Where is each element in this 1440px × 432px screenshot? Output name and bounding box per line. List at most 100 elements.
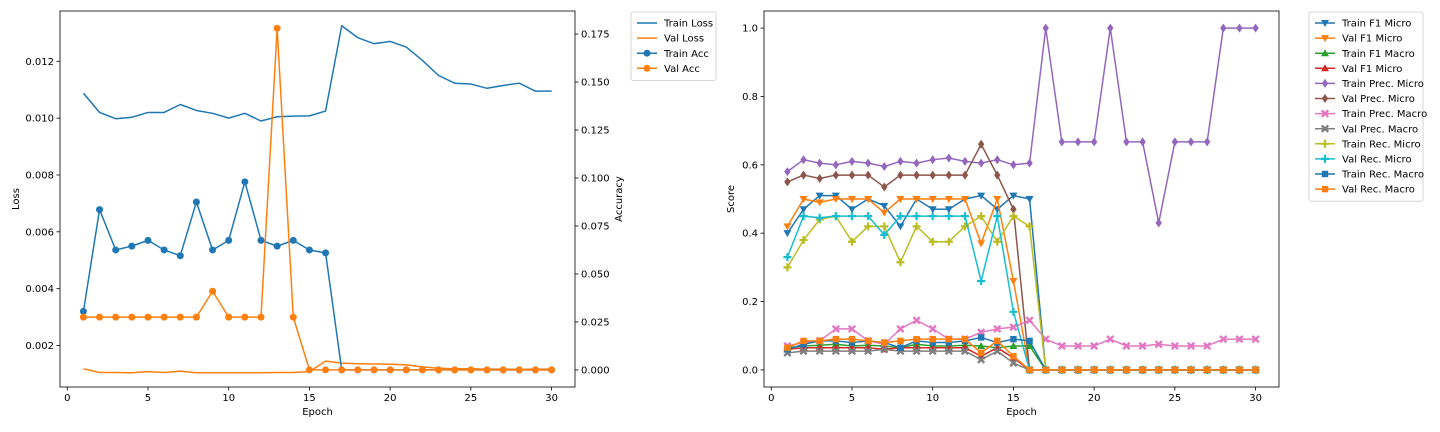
data-point (864, 212, 873, 221)
data-point (896, 258, 905, 267)
legend: Train F1 Micro Val F1 Micro Train F1 Macro… (1308, 11, 1427, 202)
data-point (1203, 137, 1211, 147)
legend-item: Val F1 Micro (1315, 64, 1402, 75)
data-point (944, 212, 953, 221)
data-point (864, 222, 873, 231)
data-point (993, 212, 1002, 221)
y2-tick-label: 0.050 (581, 269, 610, 280)
legend-item: Train Loss (637, 19, 713, 30)
data-point (831, 196, 840, 203)
data-point (1025, 222, 1034, 231)
y-tick-label: 0.008 (25, 170, 54, 181)
data-point (880, 202, 889, 210)
data-point (815, 347, 824, 356)
y2-tick-label: 0.075 (581, 221, 610, 232)
legend-item: Val Rec. Macro (1315, 185, 1415, 196)
data-point (1170, 341, 1179, 351)
legend-item: Train F1 Micro (1315, 19, 1411, 30)
legend-label: Train F1 Macro (1341, 49, 1415, 60)
data-point (1107, 366, 1114, 374)
data-point (1025, 196, 1034, 203)
legend-label: Val Rec. Micro (1342, 155, 1412, 166)
data-point (848, 335, 856, 343)
y-tick-label: 1.0 (742, 24, 758, 35)
plot-frame (59, 10, 576, 388)
data-point (799, 236, 808, 245)
data-point (273, 24, 281, 32)
data-point (944, 196, 953, 203)
data-point (977, 212, 986, 221)
data-point (1138, 341, 1147, 351)
data-point (225, 236, 233, 244)
series-line (787, 143, 1256, 371)
legend-label: Train F1 Micro (1341, 19, 1411, 30)
data-point (112, 246, 120, 254)
x-tick-label: 15 (1007, 393, 1020, 404)
data-point (945, 339, 953, 346)
y-tick-label: 0.002 (25, 341, 54, 352)
series-train-loss (82, 25, 552, 122)
data-point (847, 347, 857, 356)
data-point (1122, 341, 1131, 351)
series-line (787, 338, 1256, 371)
data-point (913, 335, 920, 343)
data-point (515, 366, 523, 374)
data-point (1025, 316, 1034, 325)
data-point (944, 206, 953, 214)
data-point (912, 316, 921, 325)
data-point (1074, 137, 1082, 147)
data-point (832, 160, 840, 170)
data-point (896, 212, 905, 221)
data-point (880, 230, 889, 239)
data-point (241, 313, 249, 321)
y-axis-label: Loss (11, 188, 22, 210)
data-point (273, 242, 281, 250)
data-point (1236, 23, 1243, 33)
data-point (784, 177, 791, 187)
data-point (960, 347, 970, 356)
data-point (783, 253, 792, 262)
legend-item: Train Rec. Micro (1315, 139, 1421, 150)
series-line (83, 360, 552, 374)
legend-label: Val Rec. Macro (1342, 185, 1415, 196)
data-point (896, 324, 905, 333)
legend-label: Train Rec. Macro (1341, 170, 1424, 181)
data-point (499, 366, 507, 374)
data-point (993, 347, 1002, 356)
data-point (144, 236, 152, 244)
legend-item: Train Prec. Micro (1315, 78, 1424, 90)
data-point (1139, 137, 1146, 147)
data-point (1123, 137, 1130, 147)
data-point (1009, 341, 1018, 349)
data-point (928, 347, 937, 356)
data-point (1155, 218, 1162, 228)
y-tick-label: 0.0 (742, 365, 758, 376)
series-train-acc (79, 178, 556, 374)
data-point (977, 192, 986, 200)
data-point (928, 324, 937, 333)
data-point (977, 334, 985, 341)
legend-frame (630, 11, 717, 81)
data-point (896, 196, 905, 203)
data-point (1010, 204, 1017, 214)
data-point (1009, 278, 1018, 286)
data-point (929, 170, 936, 180)
data-point (864, 170, 872, 180)
data-point (1186, 341, 1196, 351)
data-point (209, 246, 217, 254)
data-point (225, 313, 233, 321)
data-point (96, 206, 104, 214)
legend-marker (1321, 170, 1329, 178)
legend-marker (643, 49, 651, 57)
data-point (848, 339, 856, 346)
y2-tick-label: 0.100 (581, 173, 610, 184)
data-point (783, 223, 792, 231)
data-point (241, 178, 249, 186)
legend-label: Val Prec. Macro (1342, 124, 1418, 135)
data-point (370, 366, 378, 374)
data-point (1010, 335, 1017, 343)
x-tick-label: 0 (64, 393, 70, 404)
data-point (880, 345, 889, 354)
data-point (784, 344, 791, 351)
data-point (1154, 340, 1163, 349)
